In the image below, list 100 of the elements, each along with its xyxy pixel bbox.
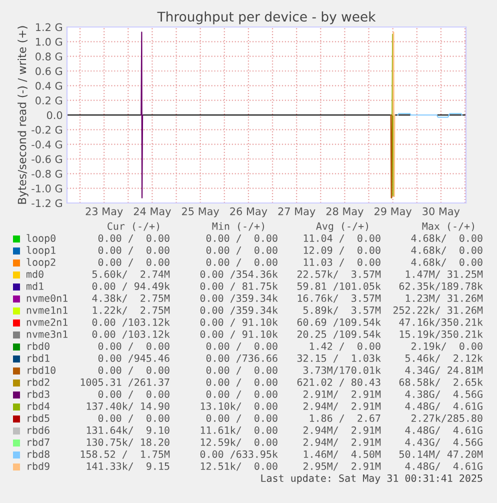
- text: Last update: Sat May 31 00:31:41 2025: [261, 474, 482, 484]
- legend-label: md0: [26, 270, 44, 278]
- text: 12.09 / 0.00: [304, 246, 380, 255]
- text: Cur (-/+): [108, 222, 160, 232]
- x-tick-label: 27 May: [278, 207, 316, 218]
- text: 0.00 / 94.49k: [92, 282, 170, 291]
- y-tick-label: -0.2 G: [32, 126, 62, 134]
- text: 4.48G/ 4.61G: [405, 462, 482, 471]
- text: 1005.31 /261.37: [80, 378, 170, 387]
- text: 1.23M/ 31.26M: [406, 294, 483, 303]
- y-tick-label: -0.8 G: [32, 170, 62, 178]
- text: Avg (-/+): [316, 222, 368, 232]
- legend-label: loop1: [26, 246, 56, 256]
- text: 0.00 /103.12k: [92, 318, 170, 327]
- legend-label: rbd9: [28, 462, 50, 470]
- y-tick-label: 0.8 G: [36, 52, 62, 60]
- y-tick-label: -1.2 G: [32, 199, 62, 208]
- text: 68.58k/ 2.65k: [399, 378, 483, 387]
- text: 4.68k/ 0.00: [411, 234, 482, 243]
- text: 1.42 / 0.00: [310, 342, 380, 351]
- text: 50.14M/ 47.20M: [399, 450, 483, 459]
- text: 252.22k/ 31.26M: [393, 306, 483, 315]
- text: 2.19k/ 0.00: [412, 342, 482, 351]
- text: 0.00 / 0.00: [206, 246, 278, 255]
- text: 20.25 /109.54k: [297, 330, 381, 339]
- text: 2.94M/ 2.91M: [303, 402, 381, 411]
- text: 0.00 / 0.00: [98, 390, 170, 399]
- text: 62.35k/189.78k: [399, 282, 483, 291]
- legend-label: nvme3n1: [26, 330, 68, 338]
- text: 0.00 / 0.00: [206, 366, 278, 375]
- text: 32.15 / 1.03k: [297, 354, 381, 363]
- legend-label: nvme1n1: [26, 306, 68, 314]
- chart-title: Throughput per device - by week: [157, 11, 376, 24]
- text: 2.91M/ 2.91M: [303, 390, 381, 399]
- legend-label: rbd7: [28, 438, 50, 446]
- text: 4.48G/ 4.61G: [405, 426, 482, 435]
- x-tick-label: 30 May: [422, 207, 460, 218]
- text: 3.73M/170.01k: [303, 366, 381, 375]
- legend-label: nvme2n1: [26, 318, 68, 326]
- text: 4.43G/ 4.56G: [405, 438, 482, 447]
- text: 4.38k/ 2.75M: [92, 294, 170, 303]
- text: 0.00 / 0.00: [98, 342, 170, 351]
- text: 0.00 / 0.00: [98, 246, 170, 255]
- text: 0.00 / 91.10k: [200, 318, 278, 327]
- text: 0.00 / 91.10k: [200, 330, 278, 339]
- text: 15.19k/350.21k: [400, 330, 483, 339]
- legend-label: rbd4: [28, 402, 50, 410]
- legend-label: rbd0: [28, 342, 50, 350]
- legend-label: nvme0n1: [26, 294, 68, 302]
- text: 4.68k/ 0.00: [411, 258, 482, 267]
- y-tick-label: 1.0 G: [36, 38, 62, 46]
- text: 0.00 / 0.00: [98, 366, 170, 375]
- text: 22.57k/ 3.57M: [297, 270, 381, 279]
- text: 0.00 /736.66: [206, 354, 278, 363]
- y-tick-label: 0.4 G: [36, 82, 62, 90]
- text: 2.95M/ 2.91M: [303, 462, 381, 471]
- text: 11.61k/ 0.00: [200, 426, 278, 435]
- y-tick-label: 1.2 G: [36, 23, 62, 32]
- text: 13.10k/ 0.00: [200, 402, 278, 411]
- text: 137.40k/ 14.90: [86, 402, 170, 411]
- text: 2.94M/ 2.91M: [303, 426, 381, 435]
- legend-label: rbd1: [28, 354, 50, 362]
- x-tick-label: 24 May: [134, 207, 171, 218]
- text: 4.68k/ 0.00: [411, 246, 482, 255]
- text: 47.16k/350.21k: [399, 318, 483, 327]
- legend-label: rbd3: [28, 390, 50, 398]
- text: 0.00 / 0.00: [206, 378, 278, 387]
- legend-label: rbd2: [28, 378, 50, 386]
- text: 131.64k/ 9.10: [86, 426, 170, 435]
- text: 0.00 / 0.00: [206, 414, 278, 423]
- text: 130.75k/ 18.20: [86, 438, 170, 447]
- text: 0.00 /359.34k: [200, 294, 278, 303]
- text: 158.52 / 1.75M: [80, 450, 170, 459]
- text: 1.47M/ 31.25M: [406, 270, 483, 279]
- text: 16.76k/ 3.57M: [298, 294, 381, 303]
- y-tick-label: -1.0 G: [32, 184, 62, 192]
- text: 0.00 / 0.00: [98, 414, 170, 423]
- legend-label: rbd10: [28, 366, 56, 374]
- legend-label: md1: [26, 282, 44, 290]
- text: 0.00 /633.95k: [200, 450, 278, 459]
- x-tick-label: 26 May: [230, 207, 268, 218]
- text: 4.38G/ 4.56G: [405, 390, 482, 399]
- x-tick-label: 23 May: [86, 207, 123, 218]
- text: 2.27k/285.80: [412, 414, 482, 423]
- legend-label: rbd6: [28, 426, 50, 434]
- text: 11.03 / 0.00: [304, 258, 380, 267]
- y-tick-label: 0.0: [46, 111, 62, 120]
- text: 0.00 / 0.00: [206, 234, 278, 243]
- x-tick-label: 25 May: [182, 207, 220, 218]
- legend-label: loop2: [26, 258, 56, 268]
- text: Max (-/+): [422, 222, 474, 232]
- text: 0.00 / 0.00: [206, 390, 278, 399]
- x-tick-label: 29 May: [374, 207, 412, 218]
- legend-label: rbd8: [28, 450, 50, 458]
- text: 0.00 /354.36k: [200, 270, 278, 279]
- legend-label: rbd5: [28, 414, 50, 422]
- text: Min (-/+): [212, 222, 264, 232]
- y-tick-label: 0.6 G: [36, 67, 62, 76]
- text: 0.00 /945.46: [98, 354, 170, 363]
- y-tick-label: -0.4 G: [32, 140, 62, 148]
